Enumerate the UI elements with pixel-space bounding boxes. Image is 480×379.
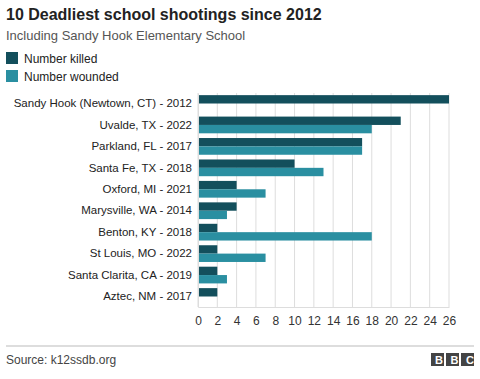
x-tick-label: 24 [424, 314, 438, 328]
x-tick: 16 [346, 307, 360, 328]
x-tick-label: 16 [346, 314, 360, 328]
x-tick-label: 14 [327, 314, 341, 328]
x-tick-label: 20 [385, 314, 399, 328]
source: Source: k12ssdb.org [6, 353, 116, 367]
title: 10 Deadliest school shootings since 2012 [6, 6, 322, 23]
x-tick: 4 [234, 307, 241, 328]
x-tick: 26 [443, 307, 457, 328]
y-tick: St Louis, MO - 2022 [90, 247, 198, 259]
bar [198, 245, 217, 253]
x-tick: 20 [385, 307, 399, 328]
y-tick-label: Sandy Hook (Newtown, CT) - 2012 [14, 97, 192, 109]
bars [198, 95, 449, 296]
grid-line [198, 93, 199, 307]
legend-label: Number killed [24, 52, 97, 66]
grid-line [449, 93, 450, 307]
y-tick: Benton, KY - 2018 [98, 226, 198, 238]
logo: BBC [431, 353, 480, 366]
x-tick: 12 [308, 307, 322, 328]
x-tick: 22 [404, 307, 418, 328]
grid-line [410, 93, 411, 307]
legend-swatch [6, 52, 18, 64]
bar [198, 138, 362, 146]
grid-line [391, 93, 392, 307]
x-tick: 6 [253, 307, 260, 328]
bar [198, 224, 217, 232]
x-tick-label: 22 [404, 314, 418, 328]
bar [198, 181, 237, 189]
grid-line [429, 93, 430, 307]
y-tick: Parkland, FL - 2017 [91, 140, 198, 152]
bar [198, 189, 266, 197]
x-tick: 24 [424, 307, 438, 328]
x-tick-label: 2 [214, 314, 221, 328]
x-tick-label: 18 [366, 314, 380, 328]
y-tick: Santa Clarita, CA - 2019 [68, 269, 198, 281]
y-tick: Santa Fe, TX - 2018 [89, 162, 198, 174]
x-tick-label: 6 [253, 314, 260, 328]
y-axis-line [198, 94, 199, 308]
y-tick-label: Benton, KY - 2018 [98, 226, 192, 238]
bar [198, 254, 266, 262]
y-tick: Aztec, NM - 2017 [103, 290, 198, 302]
x-tick: 10 [288, 307, 302, 328]
legend: Number killed Number wounded [6, 52, 119, 84]
bar [198, 95, 449, 103]
y-axis: Sandy Hook (Newtown, CT) - 2012 Uvalde, T… [14, 94, 199, 308]
x-tick: 14 [327, 307, 341, 328]
bar [198, 146, 362, 154]
bar [198, 275, 227, 283]
y-tick: Uvalde, TX - 2022 [100, 119, 198, 131]
legend-label: Number wounded [24, 70, 119, 84]
x-tick-label: 4 [234, 314, 241, 328]
y-tick-label: Marysville, WA - 2014 [81, 204, 192, 216]
x-tick: 18 [366, 307, 380, 328]
y-tick: Marysville, WA - 2014 [81, 204, 198, 216]
bar [198, 288, 217, 296]
bar [198, 211, 227, 219]
y-tick-label: Parkland, FL - 2017 [91, 140, 192, 152]
bar [198, 267, 217, 275]
y-tick: Oxford, MI - 2021 [103, 183, 198, 195]
bar [198, 168, 324, 176]
y-tick-label: St Louis, MO - 2022 [90, 247, 192, 259]
legend-swatch [6, 70, 18, 82]
bar [198, 125, 372, 133]
x-tick-label: 0 [195, 314, 202, 328]
x-tick: 2 [214, 307, 221, 328]
x-tick-label: 12 [308, 314, 322, 328]
footer-rule [6, 346, 474, 347]
x-tick-label: 26 [443, 314, 457, 328]
subtitle: Including Sandy Hook Elementary School [6, 28, 245, 43]
x-axis-line [199, 307, 450, 308]
y-tick-label: Oxford, MI - 2021 [103, 183, 192, 195]
y-tick-label: Uvalde, TX - 2022 [100, 119, 192, 131]
x-tick-label: 8 [272, 314, 279, 328]
x-tick: 8 [272, 307, 279, 328]
x-axis: 02468101214161820222426 [195, 307, 456, 328]
y-tick-label: Santa Clarita, CA - 2019 [68, 269, 192, 281]
bar [198, 117, 401, 125]
x-tick: 0 [195, 307, 202, 328]
grid [198, 93, 449, 307]
x-tick-label: 10 [288, 314, 302, 328]
bar [198, 159, 295, 167]
bar [198, 232, 372, 240]
y-tick-label: Aztec, NM - 2017 [103, 290, 192, 302]
y-tick-label: Santa Fe, TX - 2018 [89, 162, 192, 174]
chart: 10 Deadliest school shootings since 2012… [0, 0, 480, 379]
bar [198, 202, 237, 210]
y-tick: Sandy Hook (Newtown, CT) - 2012 [14, 97, 198, 109]
logo-text: BBC [435, 354, 480, 366]
